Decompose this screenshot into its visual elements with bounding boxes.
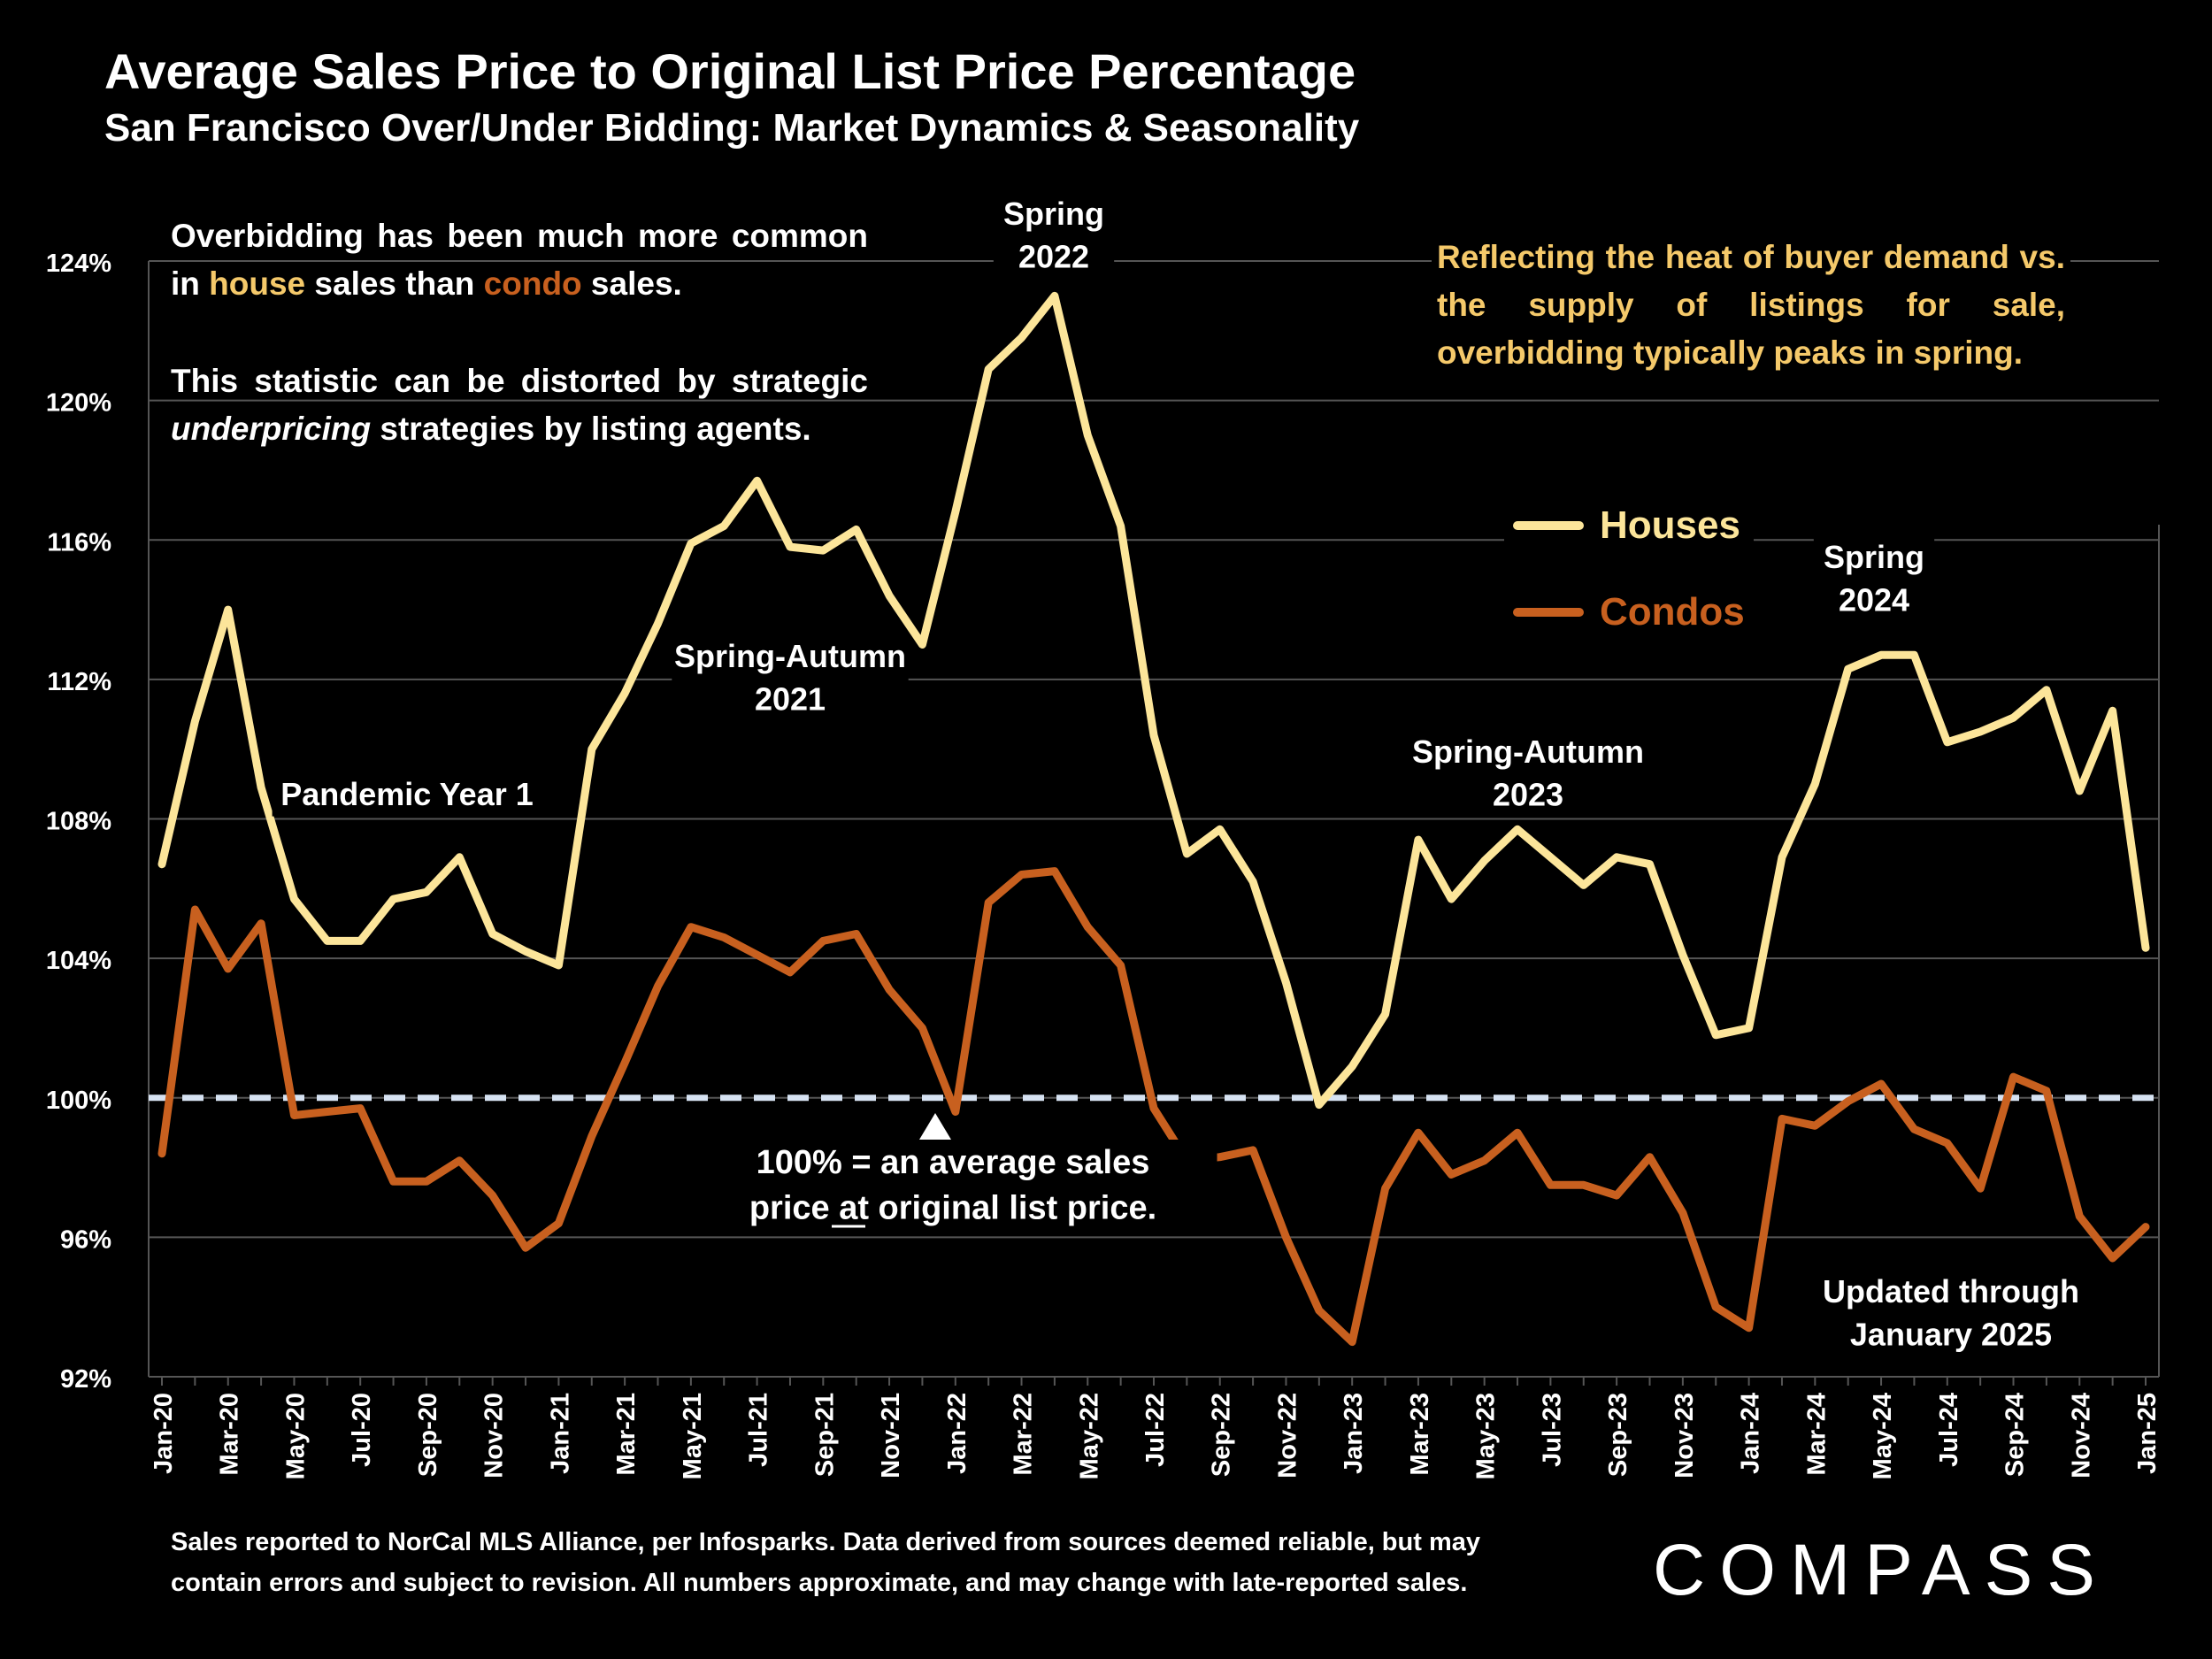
x-tick-label: Jan-22 bbox=[943, 1393, 972, 1474]
annotation-updated-through-line: Updated through bbox=[1823, 1273, 2079, 1310]
x-tick-label: May-24 bbox=[1869, 1393, 1897, 1479]
x-tick-label: Jul-24 bbox=[1935, 1393, 1963, 1467]
note-overbidding-paragraph-2: This statistic can be distorted by strat… bbox=[171, 357, 868, 453]
annotation-pandemic-year-1-backdrop bbox=[272, 773, 542, 817]
x-tick-label: Sep-23 bbox=[1604, 1393, 1632, 1477]
chart-series bbox=[157, 291, 2150, 1347]
y-tick-label: 104% bbox=[46, 947, 111, 975]
x-tick-label: Jul-22 bbox=[1141, 1393, 1170, 1467]
note-house-highlight: house bbox=[209, 265, 306, 302]
y-axis-tick-labels: 92% 96% 100% 104% 108% 112% 116% 120% 124% bbox=[46, 250, 111, 1394]
x-tick-label: Jul-23 bbox=[1538, 1393, 1566, 1467]
x-tick-label: Jan-21 bbox=[546, 1393, 574, 1474]
x-tick-label: Jan-25 bbox=[2133, 1393, 2162, 1474]
y-tick-label: 124% bbox=[46, 250, 111, 278]
x-tick-label: Mar-21 bbox=[612, 1393, 641, 1476]
annotation-spring-autumn-2023-line: 2023 bbox=[1493, 777, 1563, 813]
note-seasonality: Reflecting the heat of buyer demand vs. … bbox=[1432, 234, 2070, 377]
chart-annotations: Spring 2022 Spring-Autumn 2021 Pandemic Year… bbox=[272, 193, 2086, 1357]
note-overbidding: Overbidding has been much more common in… bbox=[171, 212, 868, 503]
x-tick-label: Nov-24 bbox=[2067, 1393, 2095, 1479]
annotation-updated-through-backdrop bbox=[1816, 1271, 2086, 1357]
legend-swatch-houses bbox=[1513, 521, 1584, 530]
chart-legend: Houses Condos bbox=[1504, 482, 1754, 656]
x-tick-label: May-23 bbox=[1472, 1393, 1501, 1479]
footnote-line-2: contain errors and subject to revision. … bbox=[171, 1569, 1468, 1597]
x-axis-tick-labels: Jan-20 Mar-20 May-20 Jul-20 Sep-20 Nov-20 Jan-… bbox=[150, 1393, 2162, 1479]
legend-item-houses: Houses bbox=[1513, 482, 1745, 569]
y-tick-label: 116% bbox=[47, 528, 111, 557]
annotation-spring-2024-line: Spring bbox=[1824, 539, 1924, 575]
annotation-baseline-note-line: price at original list price. bbox=[749, 1189, 1156, 1226]
x-tick-label: Sep-24 bbox=[2001, 1393, 2030, 1477]
note-condo-highlight: condo bbox=[483, 265, 582, 302]
chart-subtitle: San Francisco Over/Under Bidding: Market… bbox=[104, 106, 1360, 150]
chart-gridlines bbox=[149, 260, 2159, 1239]
annotation-updated-through-line: January 2025 bbox=[1850, 1317, 2052, 1353]
note-text: This statistic can be distorted by strat… bbox=[171, 363, 868, 399]
x-tick-label: May-22 bbox=[1075, 1393, 1103, 1479]
x-tick-label: Sep-20 bbox=[414, 1393, 442, 1477]
annotation-spring-2022-backdrop bbox=[993, 193, 1115, 280]
x-tick-label: Mar-23 bbox=[1406, 1393, 1434, 1476]
x-tick-label: Jul-20 bbox=[348, 1393, 376, 1467]
y-tick-label: 120% bbox=[46, 389, 111, 418]
note-overbidding-paragraph-1: Overbidding has been much more common in… bbox=[171, 212, 868, 308]
annotation-spring-2022-line: 2022 bbox=[1018, 239, 1089, 275]
x-tick-label: Jan-20 bbox=[150, 1393, 178, 1474]
annotation-baseline-note-line: 100% = an average sales bbox=[757, 1144, 1150, 1181]
y-tick-label: 100% bbox=[46, 1087, 111, 1115]
annotation-spring-2022-line: Spring bbox=[1003, 196, 1104, 232]
x-tick-label: Jul-21 bbox=[745, 1393, 773, 1467]
annotation-spring-2024-line: 2024 bbox=[1839, 582, 1909, 618]
series-line-condos bbox=[157, 867, 2150, 1347]
annotation-baseline-note-backdrop bbox=[688, 1140, 1217, 1231]
annotation-pandemic-year-1-line: Pandemic Year 1 bbox=[280, 776, 534, 812]
x-tick-label: Mar-20 bbox=[216, 1393, 244, 1476]
chart-axes bbox=[148, 261, 2160, 1386]
annotation-spring-autumn-2021-backdrop bbox=[672, 635, 909, 722]
x-tick-label: Sep-21 bbox=[810, 1393, 839, 1477]
legend-item-condos: Condos bbox=[1513, 569, 1745, 656]
x-tick-label: May-21 bbox=[679, 1393, 707, 1479]
y-tick-label: 96% bbox=[60, 1225, 111, 1254]
annotation-spring-autumn-2021-line: Spring-Autumn bbox=[674, 638, 906, 674]
x-tick-label: Nov-20 bbox=[480, 1393, 509, 1479]
annotation-spring-2024-backdrop bbox=[1813, 536, 1935, 623]
note-text: strategies by listing agents. bbox=[371, 411, 811, 447]
legend-swatch-condos bbox=[1513, 608, 1584, 617]
note-text: Overbidding has been much more common in bbox=[171, 218, 868, 302]
x-tick-label: May-20 bbox=[281, 1393, 310, 1479]
x-tick-label: Mar-24 bbox=[1802, 1393, 1831, 1476]
x-tick-label: Nov-21 bbox=[877, 1393, 905, 1479]
footnote-line-1: Sales reported to NorCal MLS Alliance, p… bbox=[171, 1528, 1480, 1556]
note-text: sales. bbox=[581, 265, 682, 302]
y-tick-label: 112% bbox=[47, 668, 111, 696]
x-tick-label: Jan-24 bbox=[1737, 1393, 1765, 1474]
annotation-spring-autumn-2021-line: 2021 bbox=[755, 681, 826, 718]
x-tick-label: Nov-22 bbox=[1273, 1393, 1302, 1479]
legend-label-condos: Condos bbox=[1600, 590, 1745, 634]
note-emphasis: underpricing bbox=[171, 411, 372, 447]
x-tick-label: Jan-23 bbox=[1340, 1393, 1368, 1474]
y-tick-label: 92% bbox=[60, 1365, 111, 1394]
baseline-marker-triangle-icon bbox=[919, 1113, 951, 1140]
note-text: sales than bbox=[305, 265, 484, 302]
source-footnote: Sales reported to NorCal MLS Alliance, p… bbox=[171, 1522, 1480, 1603]
annotation-spring-autumn-2023-line: Spring-Autumn bbox=[1412, 733, 1644, 770]
legend-label-houses: Houses bbox=[1600, 503, 1740, 547]
x-tick-label: Mar-22 bbox=[1010, 1393, 1038, 1476]
annotation-spring-autumn-2023-backdrop bbox=[1409, 731, 1647, 818]
x-tick-label: Nov-23 bbox=[1671, 1393, 1699, 1479]
compass-logo: COMPASS bbox=[1653, 1530, 2109, 1610]
chart-title: Average Sales Price to Original List Pri… bbox=[104, 43, 1356, 99]
x-tick-label: Sep-22 bbox=[1208, 1393, 1236, 1477]
series-line-houses bbox=[157, 291, 2150, 1110]
y-tick-label: 108% bbox=[46, 808, 111, 836]
